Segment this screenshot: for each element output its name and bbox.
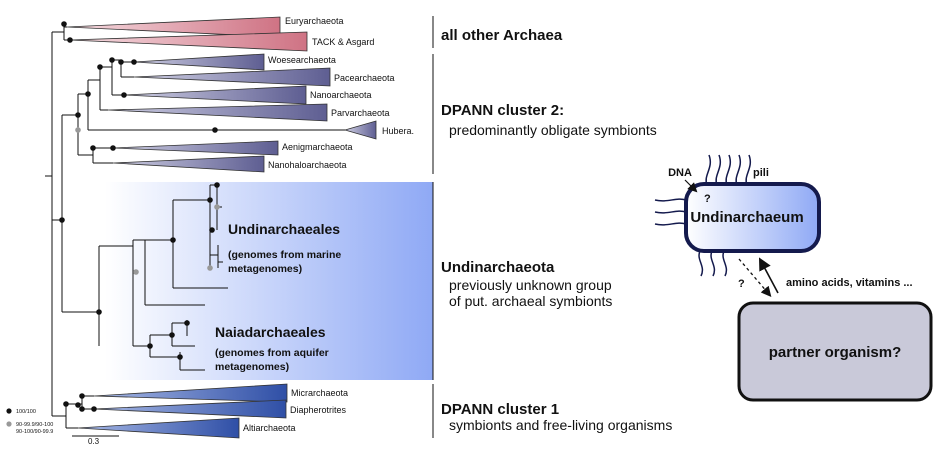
group-undinarchaeota-desc1: previously unknown group: [449, 277, 612, 293]
taxon-micrarchaeota: Micrarchaeota: [291, 388, 348, 398]
taxon-tack: TACK & Asgard: [312, 37, 374, 47]
clade-aenigmarchaeota: [112, 140, 279, 156]
taxon-pacearchaeota: Pacearchaeota: [334, 73, 395, 83]
clade-euryarchaeota: [66, 16, 281, 38]
clade-hubera: [343, 120, 377, 140]
taxon-nanohaloarchaeota: Nanohaloarchaeota: [268, 160, 347, 170]
taxon-euryarchaeota: Euryarchaeota: [285, 16, 344, 26]
taxon-labels: Euryarchaeota TACK & Asgard Woesearchaeo…: [243, 16, 414, 433]
partner-label: partner organism?: [769, 344, 902, 361]
transfer-question: ?: [738, 278, 745, 290]
group-dpann2-desc: predominantly obligate symbionts: [449, 122, 657, 138]
naiadarchaeales-sub1: (genomes from aquifer: [215, 347, 329, 359]
dna-label: DNA: [668, 167, 692, 179]
clade-micrarchaeota: [93, 383, 288, 403]
clade-tack: [69, 31, 308, 52]
group-undinarchaeota-desc2: of put. archaeal symbionts: [449, 293, 612, 309]
taxon-parvarchaeota: Parvarchaeota: [331, 108, 390, 118]
clade-altiarchaeota: [77, 417, 240, 439]
clade-diapherotrites: [93, 399, 287, 419]
support-dots: [59, 21, 220, 412]
undinarchaeales-sub1: (genomes from marine: [228, 249, 341, 261]
scale-bar-label: 0.3: [88, 437, 100, 446]
taxon-diapherotrites: Diapherotrites: [290, 405, 347, 415]
group-dpann1-title: DPANN cluster 1: [441, 401, 559, 418]
taxon-altiarchaeota: Altiarchaeota: [243, 423, 296, 433]
support-legend: 100/100 90-99.9/90-100 90-100/90-99.9: [6, 408, 53, 435]
dna-question: ?: [704, 193, 711, 205]
naiadarchaeales-sub2: metagenomes): [215, 361, 289, 373]
legend-grey1-label: 90-99.9/90-100: [16, 422, 53, 428]
cell-label: Undinarchaeum: [690, 209, 803, 226]
group-other-archaea: all other Archaea: [441, 27, 563, 44]
clade-nanohaloarchaeota: [112, 155, 265, 173]
undinarchaeales-sub2: metagenomes): [228, 263, 302, 275]
collapsed-clades: [66, 16, 377, 439]
taxon-woesearchaeota: Woesearchaeota: [268, 55, 336, 65]
naiadarchaeales-title: Naiadarchaeales: [215, 324, 326, 340]
cell-cartoon: Undinarchaeum DNA ? pili ? amino acids, …: [654, 154, 933, 402]
taxon-hubera: Hubera.: [382, 126, 414, 136]
group-dpann2-title: DPANN cluster 2:: [441, 102, 564, 119]
legend-black-label: 100/100: [16, 409, 36, 415]
partner-box: [737, 301, 933, 402]
scale-bar: 0.3: [72, 435, 119, 446]
clade-nanoarchaeota: [123, 85, 307, 105]
group-undinarchaeota-title: Undinarchaeota: [441, 259, 555, 276]
legend-grey2-label: 90-100/90-99.9: [16, 429, 53, 435]
transfer-label: amino acids, vitamins ...: [786, 277, 913, 289]
clade-pacearchaeota: [133, 67, 331, 87]
clade-woesearchaeota: [133, 53, 265, 71]
undinarchaeales-title: Undinarchaeales: [228, 221, 340, 237]
tree-branches: [45, 24, 345, 429]
clade-parvarchaeota: [107, 103, 328, 122]
group-dpann1-desc: symbionts and free-living organisms: [449, 417, 672, 433]
pili-label: pili: [753, 167, 769, 179]
taxon-nanoarchaeota: Nanoarchaeota: [310, 90, 372, 100]
taxon-aenigmarchaeota: Aenigmarchaeota: [282, 142, 353, 152]
undinarchaeota-highlight: [105, 182, 433, 380]
cell-body: [684, 182, 821, 253]
